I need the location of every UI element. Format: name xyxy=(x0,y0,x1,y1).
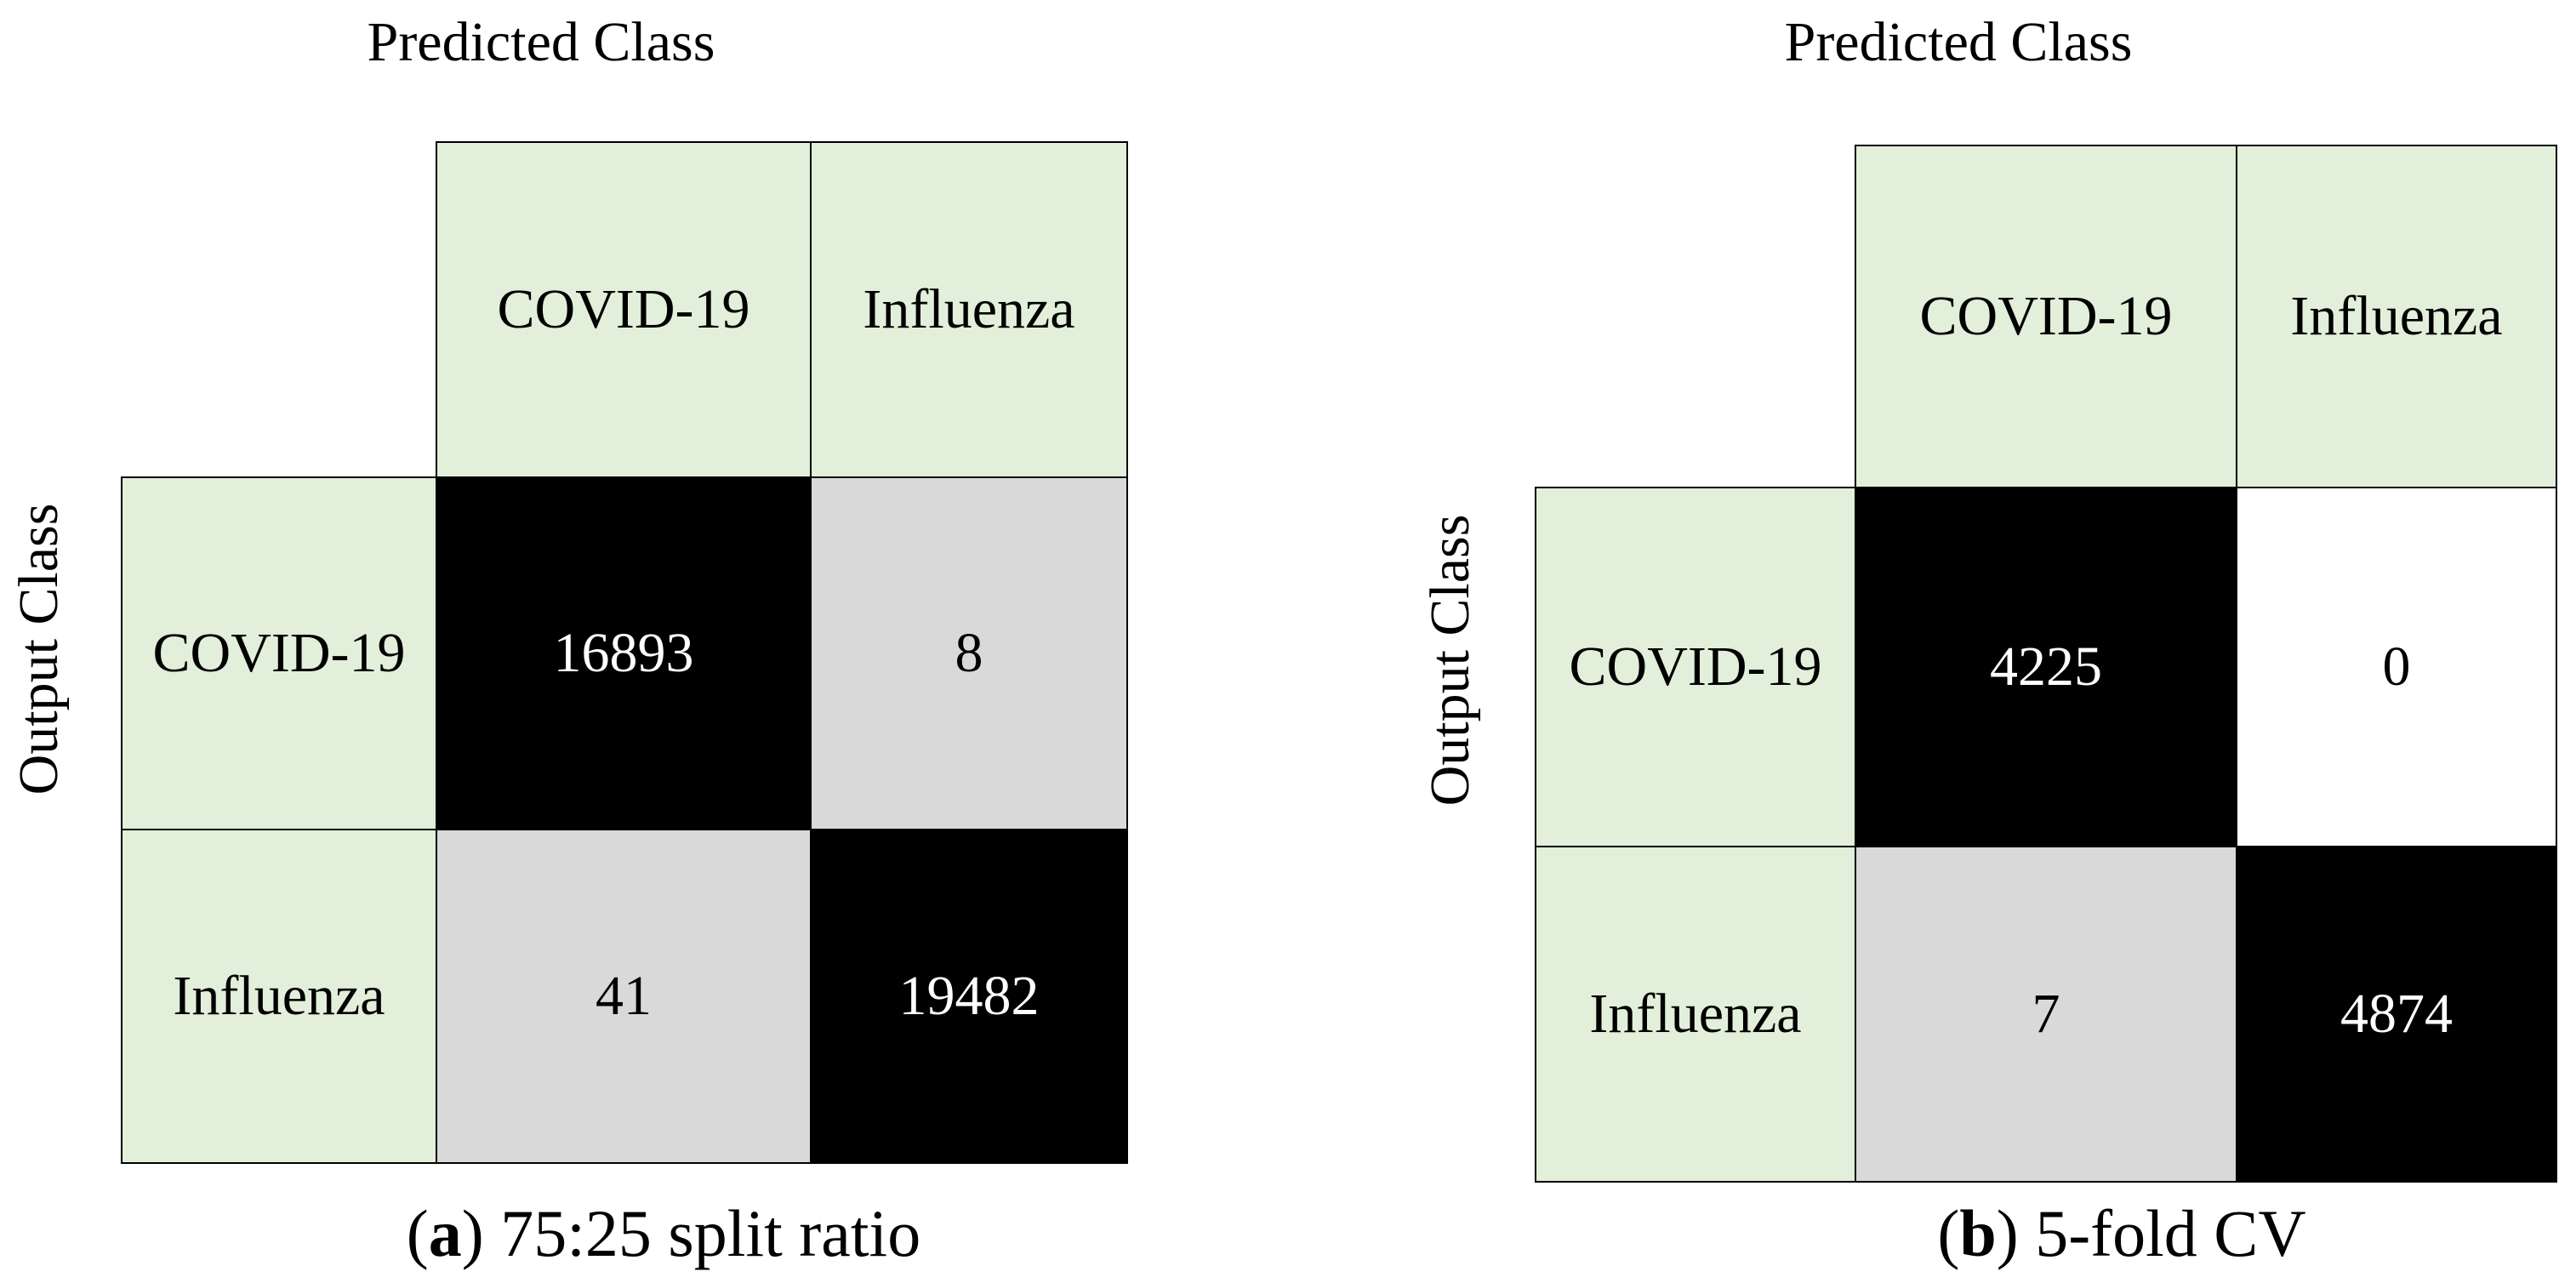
predicted-class-title: Predicted Class xyxy=(1784,11,2133,73)
matrix-cell-covid19-influenza: 8 xyxy=(810,476,1128,830)
matrix-cell-covid19-influenza: 0 xyxy=(2236,487,2557,847)
matrix-cell-influenza-covid19: 7 xyxy=(1855,846,2237,1183)
output-class-title: Output Class xyxy=(1419,514,1481,807)
row-header-influenza: Influenza xyxy=(1535,846,1856,1183)
caption-a: (a) 75:25 split ratio xyxy=(406,1196,921,1270)
row-header-covid19: COVID-19 xyxy=(121,476,437,830)
confusion-matrix-b: Predicted Class Output Class COVID-19 In… xyxy=(1288,0,2576,1283)
caption-letter: b xyxy=(1959,1196,1997,1270)
caption-text: 5-fold CV xyxy=(2035,1196,2306,1270)
column-header-influenza: Influenza xyxy=(810,141,1128,478)
caption-b: (b) 5-fold CV xyxy=(1937,1196,2306,1270)
column-header-influenza: Influenza xyxy=(2236,145,2557,488)
output-class-title: Output Class xyxy=(8,503,70,795)
matrix-cell-covid19-covid19: 16893 xyxy=(436,476,812,830)
column-header-covid19: COVID-19 xyxy=(1855,145,2237,488)
predicted-class-title: Predicted Class xyxy=(367,11,715,73)
column-header-covid19: COVID-19 xyxy=(436,141,812,478)
caption-letter: a xyxy=(428,1196,462,1270)
matrix-cell-influenza-covid19: 41 xyxy=(436,829,812,1164)
matrix-cell-influenza-influenza: 4874 xyxy=(2236,846,2557,1183)
matrix-cell-influenza-influenza: 19482 xyxy=(810,829,1128,1164)
matrix-cell-covid19-covid19: 4225 xyxy=(1855,487,2237,847)
confusion-matrix-a: Predicted Class Output Class COVID-19 In… xyxy=(8,11,1128,1270)
row-header-covid19: COVID-19 xyxy=(1535,487,1856,847)
caption-text: 75:25 split ratio xyxy=(500,1196,921,1270)
row-header-influenza: Influenza xyxy=(121,829,437,1164)
